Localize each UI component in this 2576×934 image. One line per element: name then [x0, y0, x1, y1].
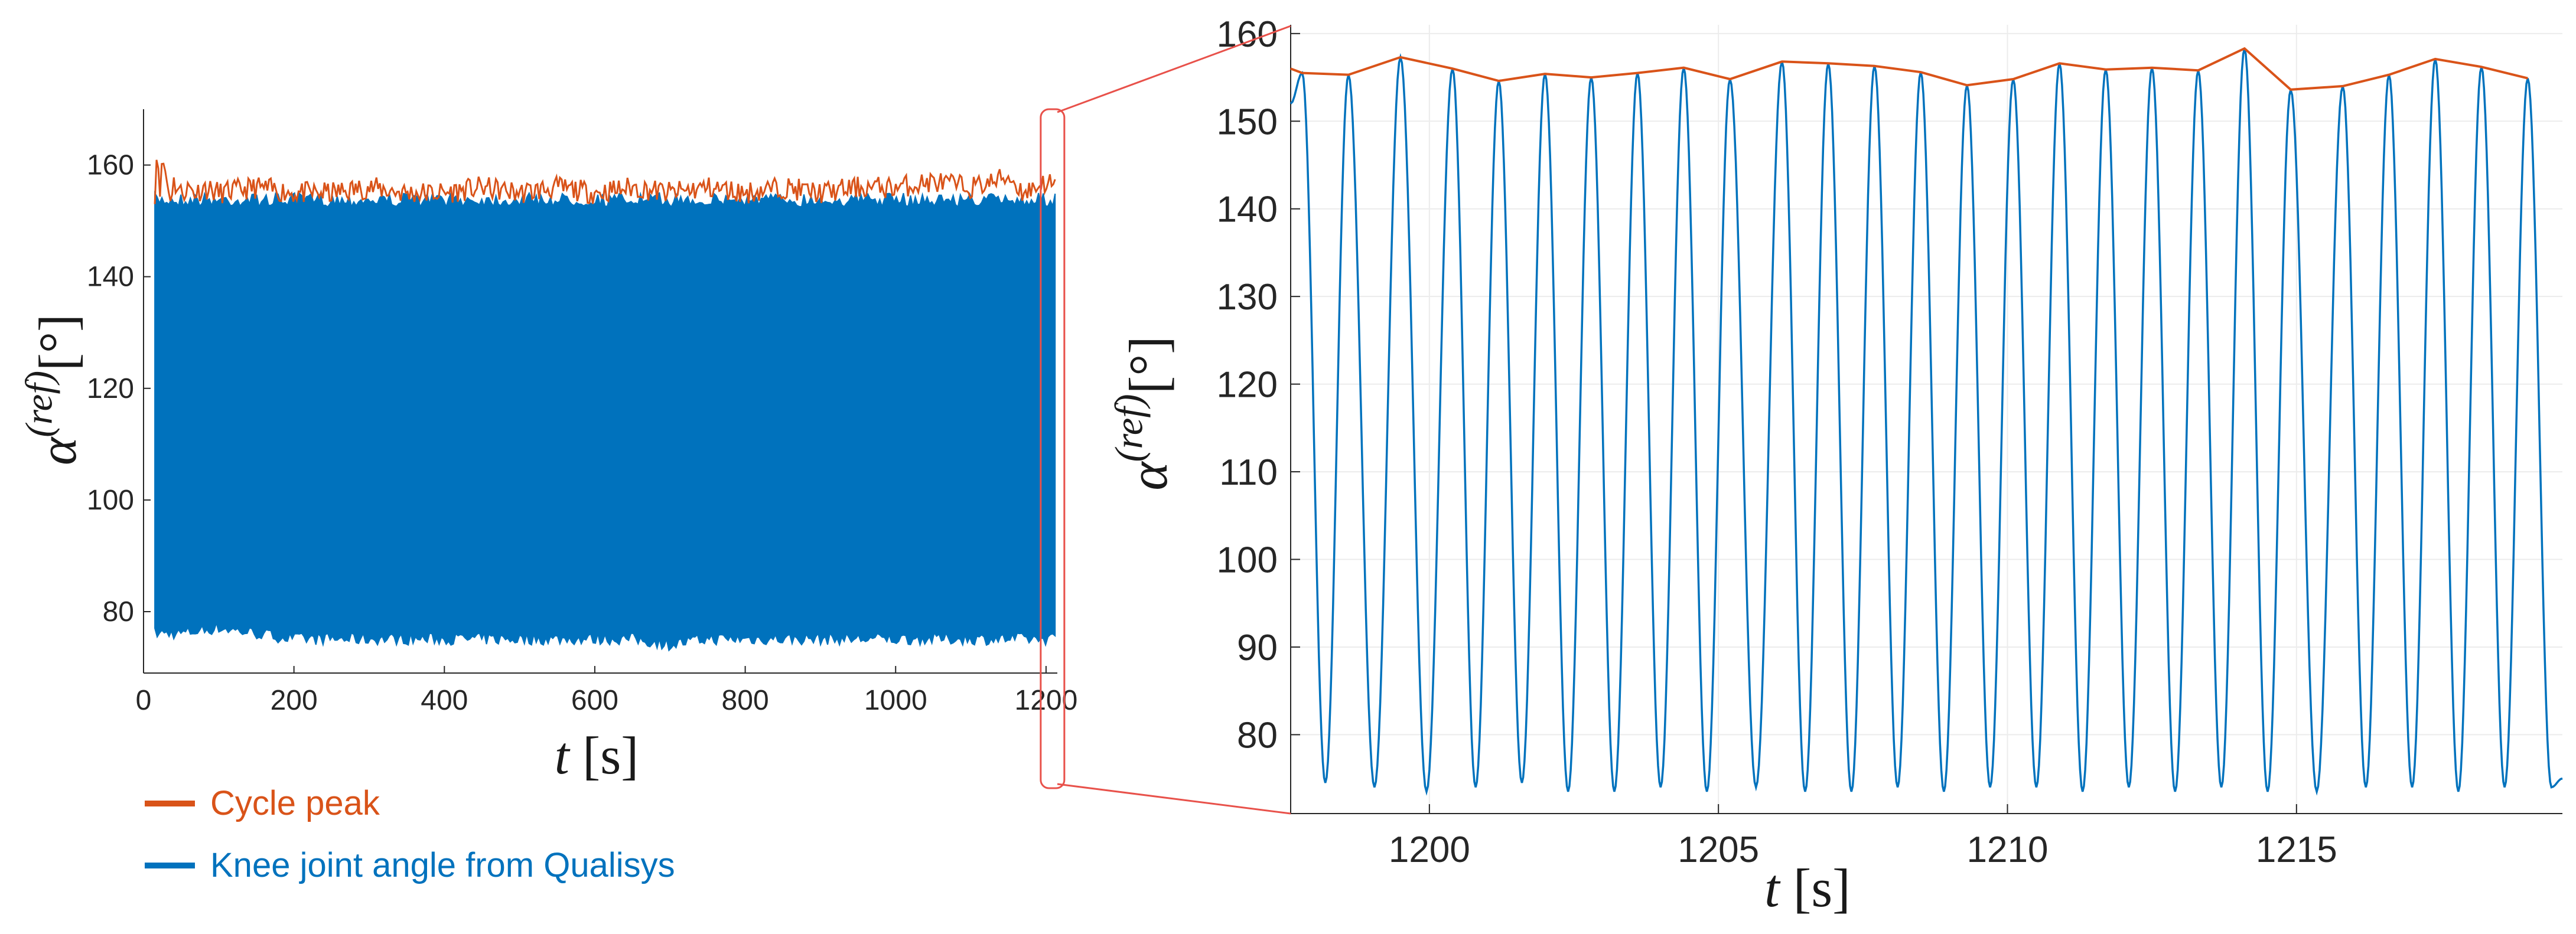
y-tick-label: 130 — [1217, 277, 1278, 318]
x-tick-label: 0 — [136, 685, 152, 716]
cycle-peak-point — [2105, 69, 2106, 70]
legend: Cycle peak Knee joint angle from Qualisy… — [145, 784, 675, 884]
y-tick-label: 150 — [1217, 102, 1278, 142]
cycle-peak-point — [1920, 71, 1922, 73]
series-knee-angle — [1289, 48, 2563, 796]
legend-label-cycle-peak: Cycle peak — [210, 784, 380, 822]
series-cycle-peak — [1290, 47, 2528, 91]
y-tick-label: 100 — [87, 485, 134, 516]
series-cycle-peak — [154, 159, 1056, 204]
y-tick-label: 120 — [1217, 365, 1278, 406]
y-axis-label: α(ref)[°] — [1108, 336, 1178, 491]
x-tick-label: 1210 — [1967, 830, 2049, 870]
y-tick-label: 80 — [1237, 715, 1278, 756]
cycle-peak-point — [2059, 63, 2060, 64]
x-tick-label: 1000 — [864, 685, 927, 716]
y-tick-label: 120 — [87, 373, 134, 404]
x-axis-label: t [s] — [555, 727, 639, 785]
series-knee-angle-band — [154, 191, 1056, 652]
cycle-peak-point — [1348, 74, 1349, 76]
x-tick-label: 1215 — [2256, 830, 2337, 870]
legend-label-knee-angle: Knee joint angle from Qualisys — [210, 846, 675, 884]
x-tick-label: 1200 — [1389, 830, 1470, 870]
zoom-region-box — [1040, 108, 1066, 789]
cycle-peak-point — [1683, 67, 1684, 68]
x-tick-label: 1200 — [1015, 685, 1078, 716]
cycle-peak-point — [2012, 79, 2014, 80]
y-tick-label: 140 — [1217, 190, 1278, 230]
y-tick-label: 160 — [87, 150, 134, 181]
cycle-peak-point — [1828, 63, 1829, 64]
x-tick-label: 400 — [421, 685, 468, 716]
overview-plot: 0 200 400 600 800 1000 1200 80 100 120 140 160 t [s]… — [18, 108, 1078, 789]
y-tick-label: 140 — [87, 262, 134, 293]
x-axis-label: t [s] — [1764, 858, 1851, 918]
y-tick-label: 100 — [1217, 540, 1278, 581]
y-tick-label: 110 — [1219, 452, 1278, 493]
cycle-peak-point — [1966, 84, 1968, 86]
x-tick-label: 800 — [722, 685, 769, 716]
y-axis-label: α(ref)[°] — [18, 314, 88, 465]
cycle-peak-point — [2197, 70, 2199, 71]
connector-top — [1057, 25, 1291, 113]
y-tick-label: 80 — [103, 596, 134, 628]
y-tick-label: 90 — [1237, 628, 1278, 668]
x-tick-label: 200 — [271, 685, 318, 716]
cycle-peak-point — [2244, 48, 2245, 49]
zoom-plot: 1200 1205 1210 1215809010011012013014015016… — [1108, 14, 2563, 918]
x-tick-label: 1205 — [1678, 830, 1759, 870]
connector-bottom — [1057, 783, 1291, 815]
zoom-connector-lines — [1057, 25, 1291, 815]
x-tick-label: 600 — [571, 685, 618, 716]
